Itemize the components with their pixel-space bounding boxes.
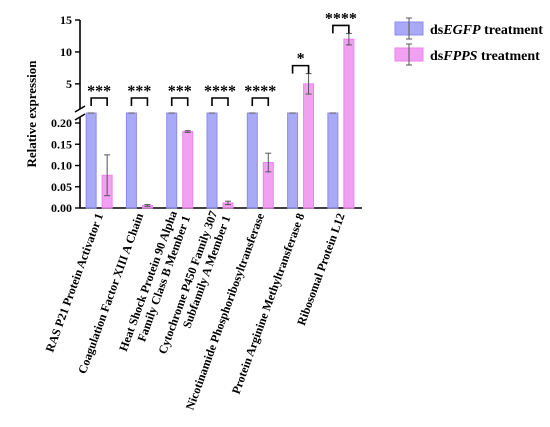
- bar-egfp: [166, 112, 178, 209]
- chart-bars: [85, 32, 355, 209]
- significance-label: ****: [244, 83, 276, 100]
- bar-egfp: [327, 112, 339, 209]
- bar-egfp: [85, 112, 97, 209]
- legend-label: dsEGFP treatment: [430, 23, 543, 38]
- significance-bracket: [90, 97, 108, 106]
- significance-bracket: [332, 24, 350, 34]
- legend-label-suffix: treatment: [481, 23, 544, 38]
- legend-label: dsFPPS treatment: [430, 49, 540, 64]
- legend-label-suffix: treatment: [477, 49, 540, 64]
- bar-fpps: [343, 38, 355, 209]
- legend-label-gene: FPPS: [442, 49, 477, 64]
- bar-fpps: [303, 83, 315, 209]
- y-tick-label: 5: [66, 77, 72, 91]
- y-tick-label: 0.00: [51, 201, 72, 215]
- significance-bracket: [130, 97, 149, 106]
- bar-egfp: [125, 112, 137, 209]
- significance-label: *: [297, 51, 305, 68]
- y-tick-label: 0.10: [51, 159, 72, 173]
- chart-significance: *** *** *** **** *********: [87, 10, 357, 106]
- legend-label-prefix: ds: [430, 23, 444, 38]
- significance-label: ***: [168, 83, 192, 100]
- bar-fpps: [182, 131, 194, 209]
- significance-label: ****: [204, 83, 236, 100]
- category-label: Protein Arginine Methyltransferase 8: [229, 211, 308, 396]
- y-tick-label: 0.05: [51, 180, 72, 194]
- y-tick-label: 10: [60, 45, 72, 59]
- bar-egfp: [206, 112, 218, 209]
- significance-label: ****: [325, 10, 357, 27]
- axis-break-mark: [74, 113, 86, 121]
- bar-egfp: [287, 112, 299, 209]
- y-axis-title: Relative expression: [24, 60, 39, 168]
- y-tick-label: 0.20: [51, 116, 72, 130]
- legend-label-prefix: ds: [430, 49, 444, 64]
- significance-label: ***: [127, 83, 151, 100]
- y-tick-label: 0.15: [51, 137, 72, 151]
- significance-bracket: [170, 97, 189, 106]
- significance-bracket: [251, 97, 270, 106]
- legend-label-gene: EGFP: [442, 23, 481, 38]
- bar-egfp: [246, 112, 258, 209]
- axis-break-mark: [74, 105, 86, 113]
- significance-bracket: [291, 64, 310, 74]
- chart-axes: 15 10 5 0.20 0.15 0.10 0.05 0.00 Relative expres…: [24, 13, 362, 215]
- y-tick-label: 15: [60, 13, 72, 27]
- significance-bracket: [211, 97, 229, 106]
- category-label-line: Protein Arginine Methyltransferase 8: [229, 211, 308, 396]
- significance-label: ***: [87, 83, 111, 100]
